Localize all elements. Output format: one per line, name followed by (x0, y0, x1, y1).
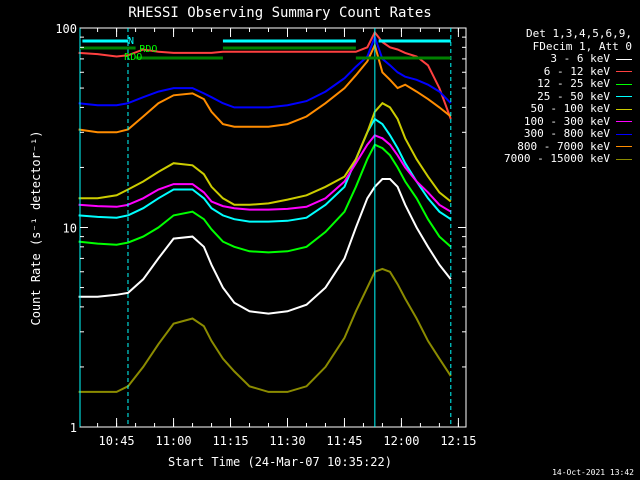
flag-annotation: N (128, 36, 134, 47)
legend-entry: 100 - 300 keV (504, 114, 632, 129)
legend-entry: 50 - 100 keV (504, 102, 632, 116)
legend-swatch (616, 58, 632, 60)
legend-swatch (616, 158, 632, 160)
x-axis: 10:45 11:00 11:15 11:30 11:45 12:00 12:15 (97, 28, 476, 448)
legend-swatch (616, 83, 632, 85)
series-line (78, 134, 452, 213)
flag-annotation: RDO (139, 44, 157, 55)
x-tick-label: 11:45 (326, 434, 362, 448)
series-line (78, 117, 452, 223)
y-axis: 1 10 100 (55, 22, 466, 435)
legend-entry: 7000 - 15000 keV (504, 152, 632, 166)
y-tick-label: 1 (70, 421, 77, 435)
x-tick-label: 11:30 (269, 434, 305, 448)
footer-timestamp: 14-Oct-2021 13:42 (552, 468, 634, 477)
series-line (78, 34, 452, 109)
legend-header-line: FDecim 1, Att 0 (532, 39, 632, 53)
legend-label: 7000 - 15000 keV (504, 152, 610, 165)
x-tick-label: 11:15 (212, 434, 248, 448)
legend-label: 3 - 6 keV (550, 52, 610, 65)
plot-area (79, 27, 467, 428)
legend-label: 25 - 50 keV (537, 89, 610, 103)
legend-label: 6 - 12 keV (543, 64, 610, 78)
series-group (78, 30, 452, 393)
legend-entry: 12 - 25 keV (504, 77, 632, 91)
legend-header: Det 1,3,4,5,6,9, FDecim 1, Att 0 (526, 27, 632, 53)
legend-swatch (616, 71, 632, 73)
legend-header-line: Det 1,3,4,5,6,9, (526, 27, 632, 40)
x-tick-label: 10:45 (99, 434, 135, 448)
series-line (78, 267, 452, 393)
legend-label: 800 - 7000 keV (517, 139, 610, 153)
legend-entry: 25 - 50 keV (504, 89, 632, 104)
legend-entry: 800 - 7000 keV (504, 139, 632, 154)
legend: 3 - 6 keV 6 - 12 keV 12 - 25 keV 25 - 50 ke… (504, 52, 632, 166)
legend-swatch (616, 108, 632, 110)
legend-swatch (616, 96, 632, 98)
legend-entry: 6 - 12 keV (504, 64, 632, 79)
series-line (78, 30, 452, 120)
series-line (78, 178, 452, 315)
legend-entry: 3 - 6 keV (504, 52, 632, 66)
legend-label: 300 - 800 keV (523, 127, 610, 140)
x-tick-label: 12:00 (383, 434, 419, 448)
legend-label: 50 - 100 keV (530, 102, 610, 115)
series-line (78, 101, 452, 206)
x-tick-label: 11:00 (155, 434, 191, 448)
flag-annotation: RDO (124, 52, 142, 63)
y-tick-label: 10 (63, 222, 77, 236)
legend-label: 12 - 25 keV (537, 77, 610, 90)
series-line (78, 143, 452, 254)
legend-entry: 300 - 800 keV (504, 127, 632, 141)
legend-label: 100 - 300 keV (523, 114, 610, 128)
legend-swatch (616, 121, 632, 123)
y-axis-label: Count Rate (s⁻¹ detector⁻¹) (29, 130, 43, 325)
chart-title: RHESSI Observing Summary Count Rates (128, 5, 431, 21)
x-axis-label: Start Time (24-Mar-07 10:35:22) (168, 455, 392, 469)
y-tick-label: 100 (55, 22, 77, 36)
legend-swatch (616, 133, 632, 135)
legend-swatch (616, 146, 632, 148)
x-tick-label: 12:15 (440, 434, 476, 448)
series-line (78, 42, 452, 134)
